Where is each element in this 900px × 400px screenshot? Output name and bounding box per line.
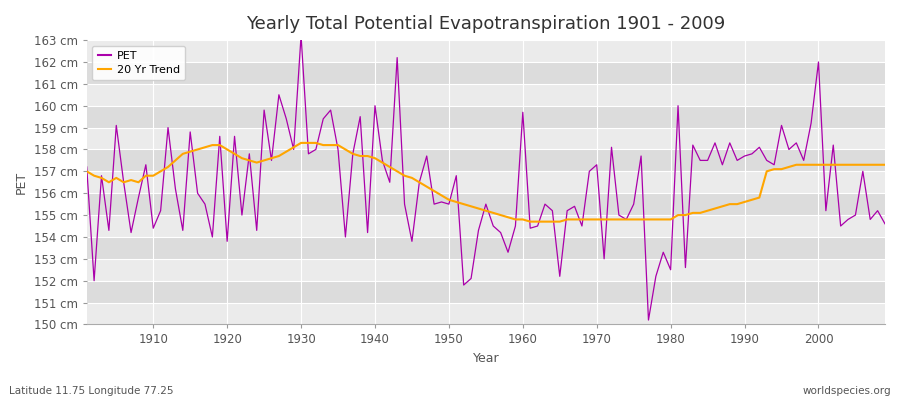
PET xyxy=(879,222,890,226)
PET xyxy=(614,213,625,218)
Line: 20 Yr Trend: 20 Yr Trend xyxy=(86,143,885,222)
Bar xyxy=(86,281,885,302)
PET xyxy=(140,162,151,167)
Bar xyxy=(86,62,885,84)
Bar xyxy=(86,193,885,215)
20 Yr Trend xyxy=(621,217,632,222)
Y-axis label: PET: PET xyxy=(15,171,28,194)
20 Yr Trend xyxy=(532,219,543,224)
20 Yr Trend xyxy=(525,219,535,224)
Bar xyxy=(86,237,885,259)
Bar xyxy=(86,259,885,281)
PET xyxy=(525,226,535,230)
Bar xyxy=(86,40,885,62)
20 Yr Trend xyxy=(310,140,321,145)
Title: Yearly Total Potential Evapotranspiration 1901 - 2009: Yearly Total Potential Evapotranspiratio… xyxy=(247,15,725,33)
Text: worldspecies.org: worldspecies.org xyxy=(803,386,891,396)
Bar xyxy=(86,171,885,193)
Text: Latitude 11.75 Longitude 77.25: Latitude 11.75 Longitude 77.25 xyxy=(9,386,174,396)
Legend: PET, 20 Yr Trend: PET, 20 Yr Trend xyxy=(93,46,185,80)
Bar xyxy=(86,302,885,324)
Bar xyxy=(86,150,885,171)
Bar xyxy=(86,106,885,128)
20 Yr Trend xyxy=(879,162,890,167)
20 Yr Trend xyxy=(518,217,528,222)
PET xyxy=(518,110,528,115)
PET xyxy=(355,114,365,119)
PET xyxy=(644,318,654,322)
PET xyxy=(296,33,307,38)
X-axis label: Year: Year xyxy=(472,352,500,365)
Line: PET: PET xyxy=(86,36,885,320)
20 Yr Trend xyxy=(140,173,151,178)
PET xyxy=(81,164,92,169)
PET xyxy=(310,147,321,152)
20 Yr Trend xyxy=(81,169,92,174)
Bar xyxy=(86,84,885,106)
Bar xyxy=(86,128,885,150)
20 Yr Trend xyxy=(296,140,307,145)
Bar xyxy=(86,215,885,237)
20 Yr Trend xyxy=(355,154,365,158)
